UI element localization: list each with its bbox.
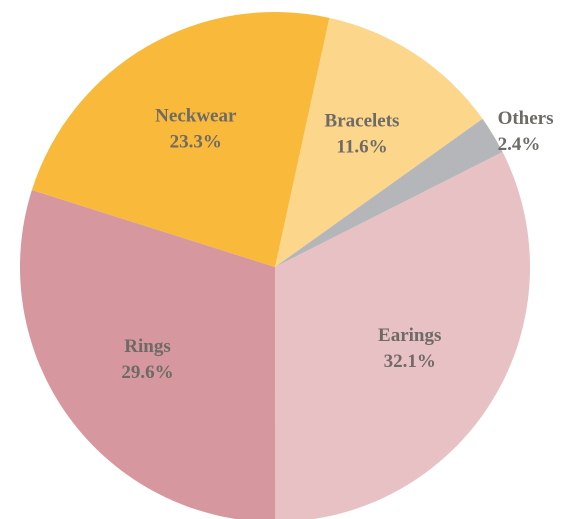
slice-value: 11.6% <box>336 136 387 157</box>
pie-slice <box>275 152 530 519</box>
slice-label: Rings <box>124 336 170 357</box>
pie-slice <box>20 190 276 519</box>
slice-label: Earings <box>378 325 441 346</box>
slice-label: Others <box>498 108 554 129</box>
pie-slice <box>275 118 503 267</box>
slice-value: 23.3% <box>170 132 222 153</box>
pie-slice <box>31 12 330 268</box>
pie-slice <box>275 17 483 267</box>
slice-value: 29.6% <box>121 362 173 383</box>
slice-label: Neckwear <box>155 106 237 127</box>
slice-value: 2.4% <box>498 134 541 155</box>
slice-label: Bracelets <box>325 110 400 131</box>
slice-value: 32.1% <box>384 351 436 372</box>
